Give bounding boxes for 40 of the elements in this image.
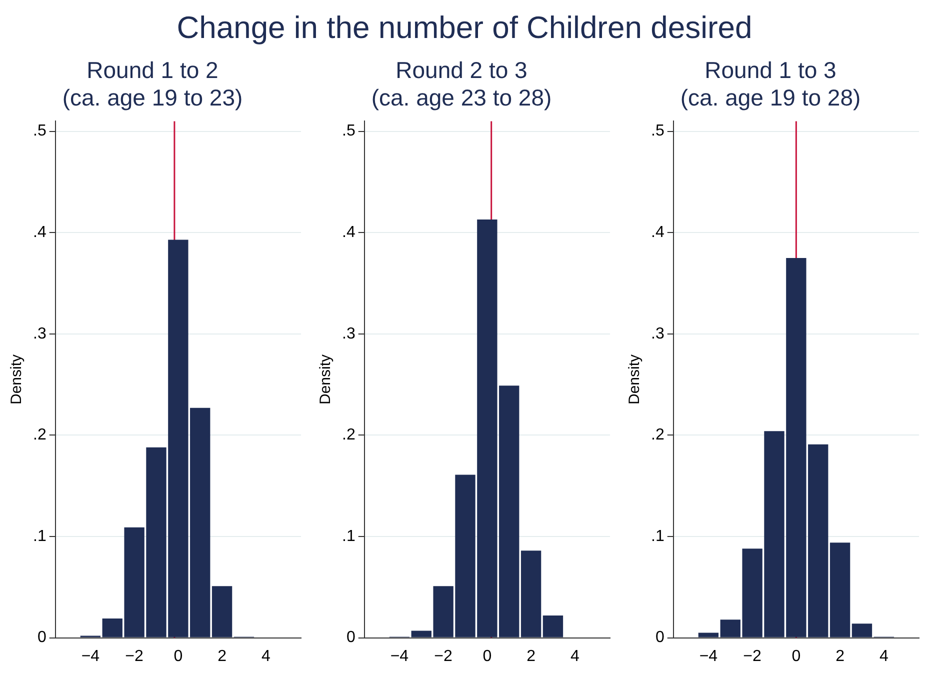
y-tick-label: .3 (651, 325, 664, 342)
y-tick-label: .1 (342, 528, 356, 545)
y-tick-label: .5 (651, 122, 664, 140)
y-tick-label: .4 (651, 224, 664, 242)
x-tick-label: 0 (174, 648, 183, 665)
chart-title: Round 1 to 2 (ca. age 19 to 23) (62, 57, 243, 111)
y-tick-label: 0 (346, 629, 356, 646)
x-tick-label: −4 (699, 648, 718, 665)
y-tick-label: .5 (342, 122, 356, 140)
y-axis-title: Density (626, 354, 644, 405)
y-tick-label: .3 (342, 325, 356, 342)
x-tick-label: 0 (792, 648, 801, 665)
x-tick-label: −4 (390, 648, 409, 665)
y-tick-label: .3 (33, 325, 46, 342)
y-axis-title: Density (317, 354, 334, 405)
y-tick-label: .2 (651, 426, 664, 444)
x-tick-label: −4 (81, 648, 100, 665)
y-tick-label: .2 (342, 426, 356, 444)
x-tick-label: −2 (743, 648, 762, 665)
y-tick-label: .1 (651, 528, 664, 545)
y-tick-label: 0 (655, 629, 664, 646)
chart-title: Round 1 to 3 (ca. age 19 to 28) (680, 57, 861, 111)
x-tick-label: 0 (482, 648, 492, 665)
y-tick-label: .4 (342, 224, 356, 242)
y-tick-label: .2 (33, 426, 46, 444)
y-axis-title: Density (8, 354, 26, 405)
x-tick-label: 4 (879, 648, 888, 665)
x-tick-label: −2 (125, 648, 144, 665)
y-tick-label: .1 (33, 528, 46, 545)
y-tick-label: .4 (33, 224, 46, 242)
y-tick-label: 0 (37, 629, 46, 646)
x-tick-label: 2 (218, 648, 227, 665)
text: Change in the number of Children desired (176, 10, 754, 46)
x-tick-label: 4 (570, 648, 580, 665)
x-tick-label: 2 (526, 648, 536, 665)
x-tick-label: 2 (836, 648, 845, 665)
x-tick-label: −2 (434, 648, 453, 665)
y-tick-label: .5 (33, 122, 46, 140)
chart-title: Round 2 to 3 (ca. age 23 to 28) (371, 57, 552, 111)
x-tick-label: 4 (261, 648, 270, 665)
